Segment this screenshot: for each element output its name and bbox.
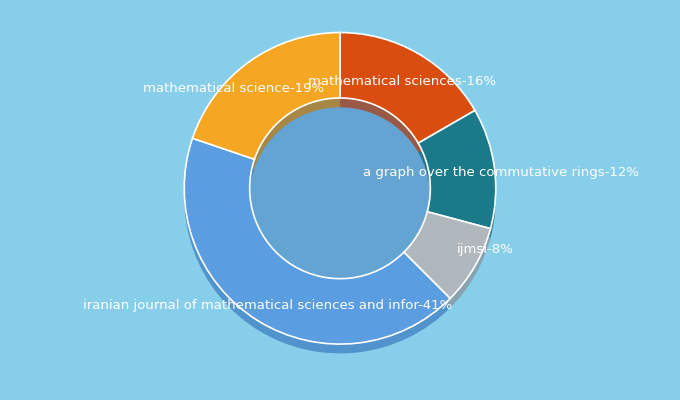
Circle shape [217, 81, 463, 327]
Wedge shape [418, 110, 496, 229]
Text: mathematical sciences-16%: mathematical sciences-16% [307, 75, 496, 88]
Wedge shape [418, 120, 496, 238]
Text: iranian journal of mathematical sciences and infor-41%: iranian journal of mathematical sciences… [82, 299, 452, 312]
Circle shape [217, 75, 463, 322]
Wedge shape [340, 32, 475, 143]
Wedge shape [340, 42, 475, 152]
Wedge shape [404, 221, 490, 308]
Circle shape [217, 70, 463, 316]
Wedge shape [192, 32, 340, 159]
Wedge shape [404, 212, 490, 298]
Wedge shape [192, 42, 340, 169]
Text: mathematical science-19%: mathematical science-19% [143, 82, 324, 95]
Text: a graph over the commutative rings-12%: a graph over the commutative rings-12% [363, 166, 639, 179]
Wedge shape [184, 138, 450, 344]
Circle shape [217, 78, 463, 324]
Circle shape [217, 73, 463, 319]
Text: ijmsi-8%: ijmsi-8% [457, 243, 514, 256]
Wedge shape [184, 148, 450, 354]
